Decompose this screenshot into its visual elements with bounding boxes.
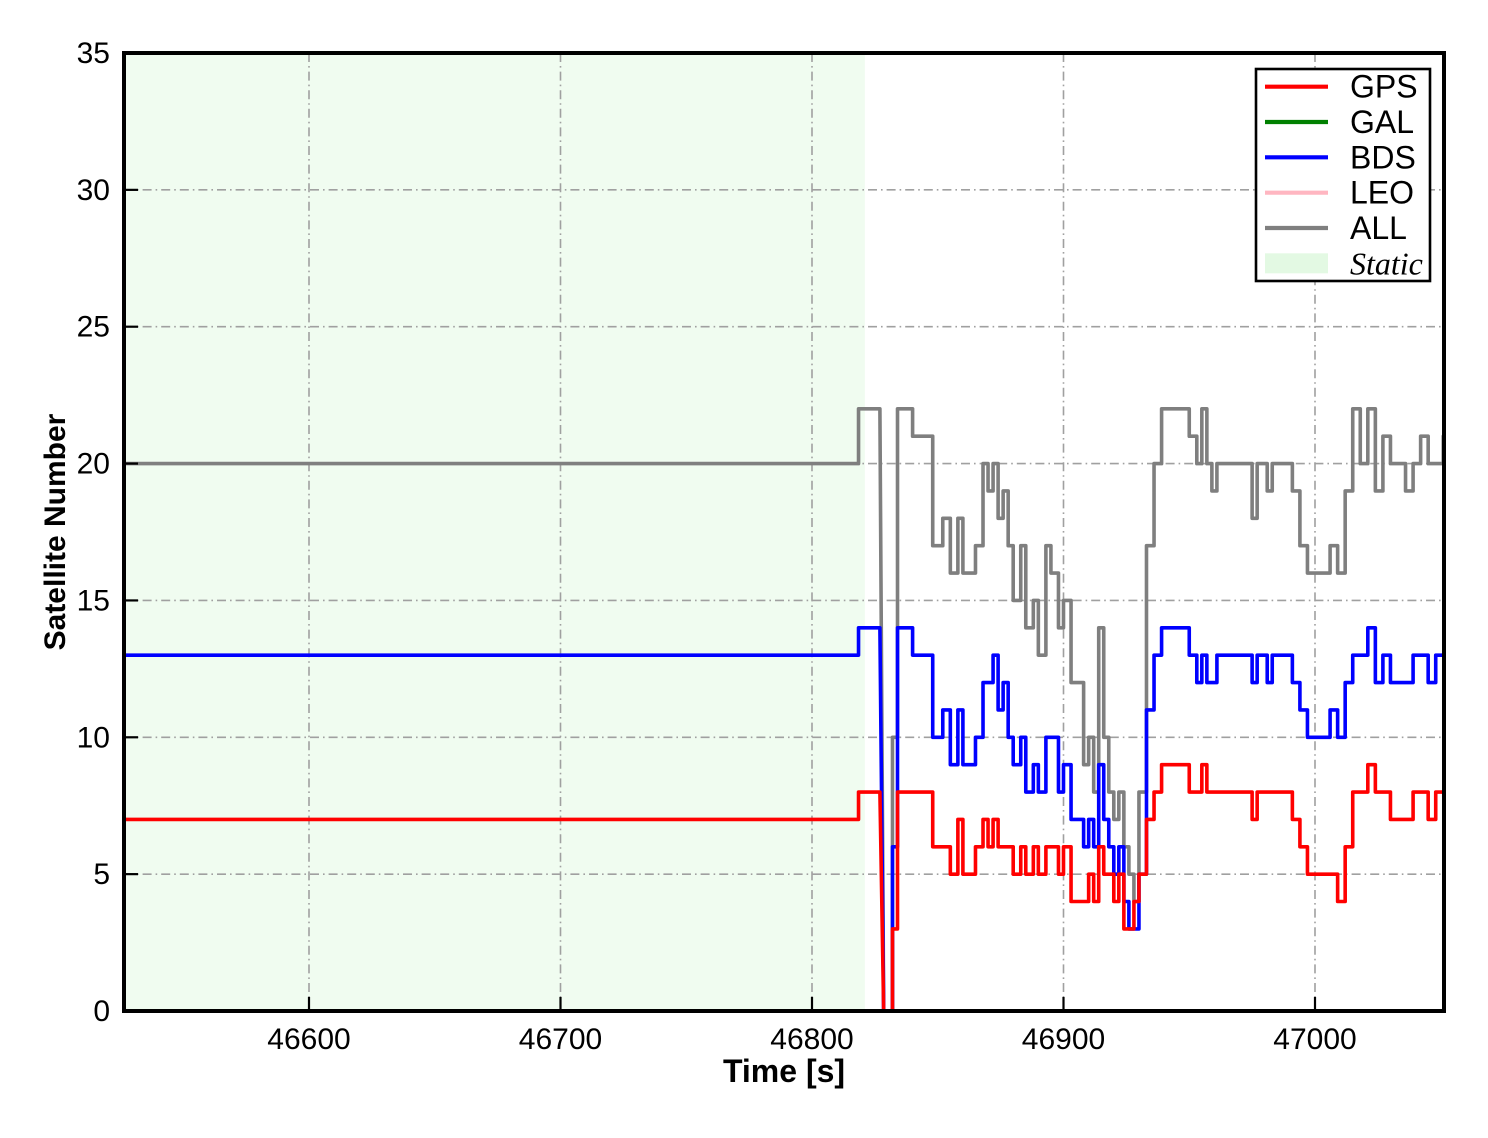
svg-text:15: 15	[77, 584, 110, 617]
svg-text:46900: 46900	[1022, 1023, 1105, 1056]
svg-text:GPS: GPS	[1350, 69, 1418, 105]
svg-text:46600: 46600	[267, 1023, 350, 1056]
svg-text:47000: 47000	[1273, 1023, 1356, 1056]
svg-text:46700: 46700	[519, 1023, 602, 1056]
svg-text:BDS: BDS	[1350, 139, 1416, 175]
svg-text:20: 20	[77, 448, 110, 481]
svg-text:GAL: GAL	[1350, 104, 1414, 140]
svg-text:LEO: LEO	[1350, 175, 1414, 211]
svg-text:ALL: ALL	[1350, 210, 1407, 246]
svg-text:5: 5	[93, 858, 110, 891]
svg-text:Static: Static	[1350, 245, 1423, 281]
svg-text:0: 0	[93, 995, 110, 1028]
svg-text:30: 30	[77, 174, 110, 207]
svg-text:25: 25	[77, 311, 110, 344]
svg-text:10: 10	[77, 721, 110, 754]
svg-text:35: 35	[77, 37, 110, 70]
svg-text:46800: 46800	[770, 1023, 853, 1056]
